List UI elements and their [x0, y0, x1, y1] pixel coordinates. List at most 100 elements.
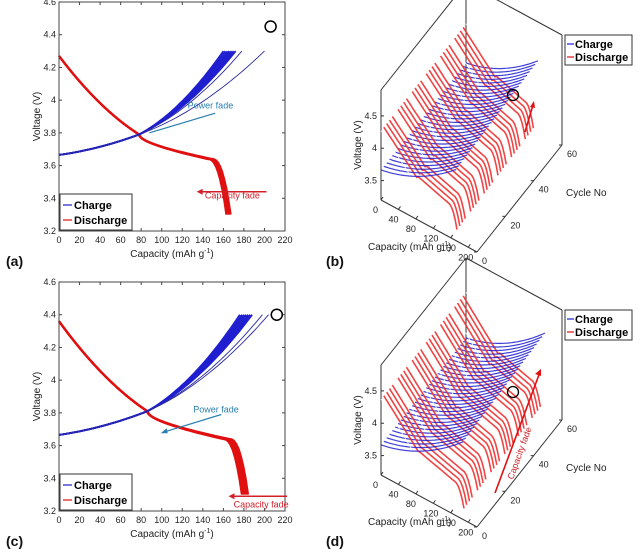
- x-tick-label: 100: [154, 235, 169, 245]
- z-axis-label: Cycle No: [566, 188, 607, 199]
- discharge-curve-3d: [411, 359, 493, 473]
- z-axis-label: Cycle No: [566, 463, 607, 474]
- capacity-tick: [432, 500, 436, 504]
- discharge-curve-3d: [451, 41, 523, 143]
- x-tick-label: 60: [116, 515, 126, 525]
- charge-curve-3d: [448, 354, 529, 366]
- legend-label-charge: Charge: [74, 200, 112, 212]
- discharge-curve-3d: [428, 338, 509, 451]
- discharge-curve-3d: [408, 363, 489, 476]
- charge-curve-3d: [454, 347, 535, 359]
- axes-3d-edge: [465, 257, 563, 311]
- cycle-tick-label: 60: [567, 149, 577, 159]
- cycle-tick-label: 60: [567, 424, 577, 434]
- discharge-curve-3d: [439, 55, 513, 158]
- charge-curve: [58, 314, 253, 436]
- x-tick-label: 20: [75, 515, 85, 525]
- capacity-tick-label: 80: [406, 499, 416, 509]
- capacity-tick: [415, 215, 419, 220]
- discharge-curve-3d: [405, 366, 487, 480]
- capacity-tick-label: 160: [441, 518, 456, 528]
- cycle-tick-label: 20: [510, 220, 520, 230]
- charge-curve-3d: [400, 415, 483, 427]
- voltage-tick-label: 3.5: [364, 176, 377, 186]
- charge-curve-3d: [443, 361, 524, 373]
- y-tick-label: 3.6: [43, 161, 56, 171]
- capacity-tick-label: 40: [388, 214, 398, 224]
- x-axis-label-superscript: -1: [204, 528, 210, 535]
- capacity-tick: [467, 518, 471, 523]
- cycle-tick-label: 20: [510, 495, 520, 505]
- cycle-axis: [476, 144, 563, 253]
- discharge-curve-3d: [383, 395, 465, 509]
- x-tick-label: 180: [236, 515, 251, 525]
- panel-label-d: (d): [326, 533, 344, 549]
- y-tick-label: 4.4: [43, 310, 56, 320]
- charge-curve-3d: [380, 441, 464, 452]
- discharge-curve-3d: [462, 26, 535, 129]
- discharge-curve: [58, 320, 250, 495]
- voltage-tick-label: 4.5: [364, 111, 377, 121]
- discharge-curve-3d: [431, 334, 512, 447]
- charge-curve-3d: [451, 350, 532, 362]
- x-tick-label: 140: [195, 235, 210, 245]
- legend-label-discharge: Discharge: [575, 327, 628, 339]
- charge-curve-3d: [460, 339, 540, 352]
- legend-label-charge: Charge: [575, 314, 613, 326]
- discharge-curve-3d: [445, 316, 525, 429]
- discharge-curve-3d: [411, 91, 486, 194]
- x-tick-label: 120: [175, 515, 190, 525]
- y-tick-label: 3.6: [43, 441, 56, 451]
- discharge-curve-3d: [465, 23, 537, 125]
- discharge-curve-3d: [423, 77, 496, 179]
- discharge-curve-3d: [448, 44, 521, 147]
- capacity-tick: [450, 509, 454, 514]
- capacity-fade-arrowhead: [196, 188, 203, 195]
- charge-curve-3d: [431, 376, 513, 388]
- voltage-tick-label: 4: [372, 143, 377, 153]
- legend-label-charge: Charge: [575, 39, 613, 51]
- charge-curve-3d: [386, 161, 462, 170]
- x-tick-label: 80: [136, 235, 146, 245]
- x-tick-label: 20: [75, 235, 85, 245]
- capacity-tick-label: 120: [423, 233, 438, 243]
- panel-a: 0 20 40 60 80 100 120 140 160 180 200 220 3.2 3.4 3.6 3…: [6, 0, 293, 269]
- capacity-tick: [398, 481, 401, 485]
- discharge-curve-3d: [425, 341, 506, 455]
- discharge-curve-3d: [386, 391, 468, 505]
- discharge-curve-3d: [459, 298, 539, 411]
- discharge-curve-3d: [462, 295, 542, 408]
- x-tick-label: 220: [277, 235, 292, 245]
- charge-curve-3d: [437, 368, 518, 380]
- x-axis-label: Capacity (mAh g-1): [368, 241, 452, 253]
- power-fade-arrowhead: [160, 428, 168, 434]
- y-tick-label: 4.6: [43, 0, 56, 7]
- discharge-curve-3d: [425, 73, 499, 176]
- legend-label-discharge: Discharge: [74, 215, 127, 227]
- y-tick-label: 4.2: [43, 62, 56, 72]
- discharge-curve-3d: [388, 388, 471, 502]
- y-axis-label: Voltage (V): [32, 92, 43, 141]
- panel-label-a: (a): [6, 253, 23, 269]
- power-fade-line: [162, 413, 222, 434]
- discharge-curve-3d: [386, 123, 461, 227]
- x-axis-label-superscript: -1: [442, 241, 448, 248]
- charge-curve-3d: [414, 397, 497, 409]
- capacity-tick: [415, 490, 419, 495]
- x-tick-label: 160: [216, 515, 231, 525]
- x-axis-label-end: ): [448, 242, 451, 253]
- discharge-curve-3d: [439, 323, 520, 437]
- charge-curve-3d: [406, 408, 488, 420]
- axes-3d-edge: [380, 0, 454, 91]
- discharge-curve-3d: [388, 119, 464, 223]
- x-axis-label-end: ): [448, 517, 451, 528]
- capacity-axis: [380, 199, 478, 253]
- y-tick-label: 4.6: [43, 277, 56, 287]
- charge-curve: [58, 50, 265, 156]
- capacity-tick-label: 0: [373, 205, 378, 215]
- charge-curve-3d: [380, 168, 457, 177]
- voltage-tick-label: 4.5: [364, 386, 377, 396]
- power-fade-line: [149, 112, 216, 134]
- cycle-tick-label: 0: [482, 531, 487, 541]
